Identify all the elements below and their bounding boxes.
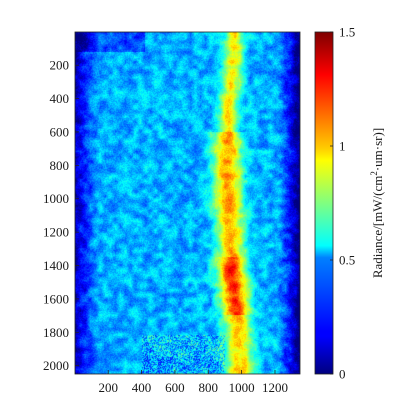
y-tick-label: 1200 (43, 225, 69, 240)
x-axis: 200 400 600 800 1000 1200 (98, 370, 288, 395)
colorbar-label: Radiance/[mW/(cm2·um·sr)] (369, 128, 385, 278)
colorbar-label-suffix: ·um·sr)] (370, 128, 385, 171)
plot-area (74, 31, 301, 375)
colorbar-label-prefix: Radiance/[mW/(cm (370, 176, 385, 279)
colorbar: 0 0.5 1 1.5 Radiance/[mW/(cm2·um·sr)] (314, 25, 385, 382)
colorbar-ticks: 0 0.5 1 1.5 (330, 25, 355, 382)
y-tick-label: 800 (50, 158, 70, 173)
colorbar-tick-label: 1 (339, 139, 346, 154)
plot-frame (74, 31, 301, 375)
colorbar-tick-label: 1.5 (339, 25, 355, 40)
x-tick-label: 1200 (262, 380, 288, 395)
radiance-heatmap-image (75, 32, 300, 374)
x-tick-label: 600 (165, 380, 185, 395)
colorbar-gradient (314, 31, 334, 375)
y-tick-label: 1800 (43, 325, 69, 340)
y-axis: 200 400 600 800 1000 1200 1400 1600 1800 2000 (43, 58, 79, 373)
y-tick-label: 1000 (43, 191, 69, 206)
y-tick-label: 200 (50, 58, 70, 73)
x-tick-label: 1000 (229, 380, 255, 395)
y-tick-label: 400 (50, 91, 70, 106)
colorbar-tick-label: 0 (339, 367, 346, 382)
y-tick-label: 1400 (43, 258, 69, 273)
x-tick-label: 200 (98, 380, 118, 395)
colorbar-label-sup: 2 (369, 171, 379, 176)
x-tick-label: 400 (132, 380, 152, 395)
y-tick-label: 600 (50, 124, 70, 139)
colorbar-tick-label: 0.5 (339, 253, 355, 268)
y-tick-label: 1600 (43, 291, 69, 306)
y-tick-label: 2000 (43, 358, 69, 373)
x-tick-label: 800 (199, 380, 219, 395)
